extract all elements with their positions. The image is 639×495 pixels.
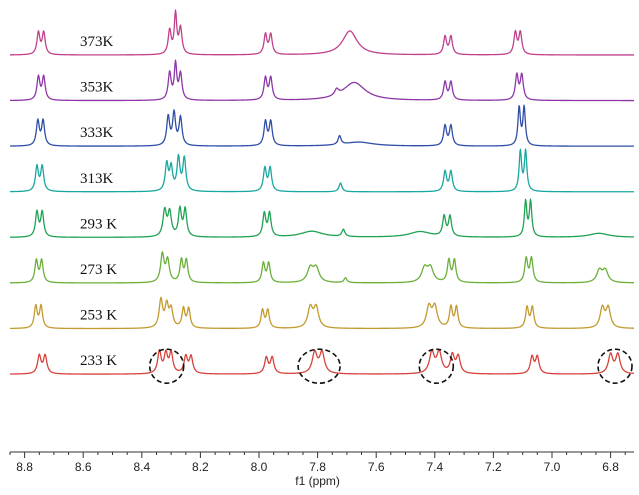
temperature-label: 373K: [80, 34, 114, 50]
temperature-label: 333K: [80, 125, 114, 141]
x-axis-title: f1 (ppm): [295, 474, 340, 488]
dashed-circle-annotation: [597, 348, 633, 385]
dashed-circle-annotations: [148, 348, 633, 385]
spectrum-trace: [9, 148, 635, 193]
x-tick-label: 8.8: [16, 460, 33, 474]
x-tick-label: 8.2: [192, 460, 209, 474]
x-axis-ticks: 8.8 8.6 8.4 8.2 8.0 7.8 7.6 7.4 7.2 7.0 6.8: [9, 452, 626, 474]
spectrum-trace: [9, 104, 635, 147]
spectrum-trace: [9, 198, 635, 238]
spectrum-trace: [9, 9, 635, 56]
x-tick-label: 6.8: [602, 460, 619, 474]
temperature-label: 273 K: [80, 262, 117, 278]
spectra-traces: [9, 9, 635, 375]
dashed-circle-annotation: [297, 348, 341, 385]
spectrum-trace: [9, 296, 635, 330]
temperature-label: 313K: [80, 171, 114, 187]
x-tick-label: 7.8: [309, 460, 326, 474]
spectrum-trace: [9, 59, 635, 102]
x-tick-label: 7.4: [426, 460, 443, 474]
x-axis: 8.8 8.6 8.4 8.2 8.0 7.8 7.6 7.4 7.2 7.0 6.8 f1 (pp…: [9, 451, 634, 488]
temperature-label: 253 K: [80, 308, 117, 324]
x-tick-label: 7.6: [368, 460, 385, 474]
x-tick-label: 8.0: [251, 460, 268, 474]
x-tick-label: 8.4: [133, 460, 150, 474]
x-tick-label: 7.2: [485, 460, 502, 474]
temperature-label: 233 K: [80, 353, 117, 369]
x-tick-label: 7.0: [544, 460, 561, 474]
temperature-labels: 373K 353K 333K 313K 293 K 273 K 253 K 233 K: [80, 34, 117, 369]
temperature-label: 293 K: [80, 216, 117, 232]
dashed-circle-annotation: [418, 348, 455, 385]
dashed-circle-annotation: [148, 348, 185, 385]
spectrum-trace: [9, 251, 635, 284]
spectrum-trace: [9, 348, 635, 375]
temperature-label: 353K: [80, 80, 114, 96]
x-tick-label: 8.6: [75, 460, 92, 474]
